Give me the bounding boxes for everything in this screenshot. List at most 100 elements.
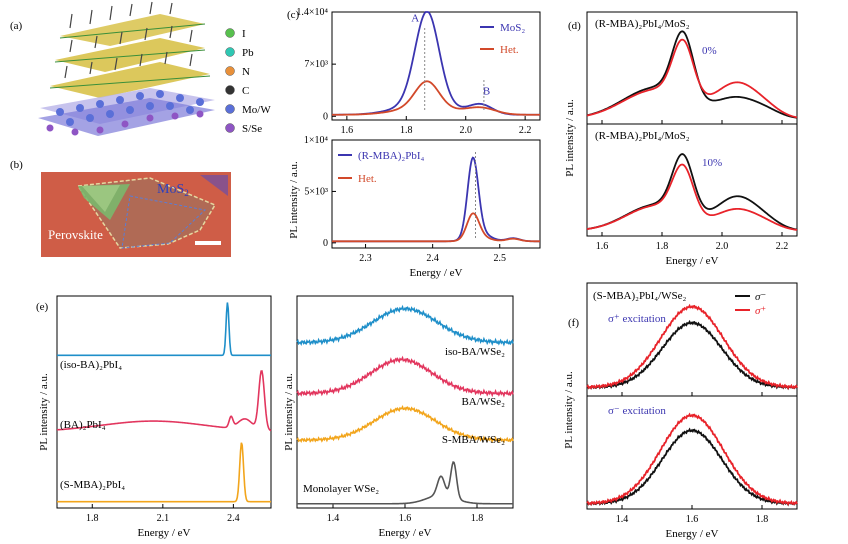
optical-micrograph	[41, 172, 231, 257]
panel-d-label: (d)	[568, 20, 581, 32]
y-tick-label: 1.4×10⁴	[296, 7, 328, 18]
atom-legend-label: Pb	[242, 47, 254, 59]
chart-d-top: (R-MBA)₂PbI₄/MoS₂ 0%	[586, 11, 798, 125]
n-sphere-icon	[225, 66, 235, 76]
chart-title: (R-MBA)₂PbI₄/MoS₂	[595, 130, 690, 142]
series-line-1	[56, 370, 272, 432]
series-line-0	[332, 156, 540, 243]
e-right-ylabel: PL intensity / a.u.	[283, 373, 295, 451]
panel-a-label: (a)	[10, 20, 23, 32]
f-ylabel: PL intensity / a.u.	[563, 371, 575, 449]
panel-c-label: (c)	[287, 9, 300, 21]
chart-e-left: 1.8 2.1 2.4 Energy / eV (iso-BA)₂PbI₄ (BA)₂Pb…	[56, 295, 272, 539]
panel-e-label: (e)	[36, 301, 49, 313]
x-tick-label: 1.8	[756, 514, 769, 525]
x-tick-label: 2.1	[157, 513, 170, 524]
x-tick-label: 2.2	[519, 125, 532, 136]
chart-f-bot: 1.4 1.6 1.8 Energy / eV σ⁻ excitation	[586, 395, 798, 540]
perovskite-label: Perovskite	[48, 227, 103, 242]
series-line-1	[331, 80, 540, 116]
chart-f-top: (S-MBA)₂PbI₄/WSe₂ σ⁺ excitation σ⁻ σ⁺	[586, 282, 798, 397]
series-label: (iso-BA)₂PbI₄	[60, 359, 122, 371]
series-line-2	[296, 405, 514, 444]
legend-label: σ⁺	[755, 305, 766, 317]
chart-c-top: 1.6 1.8 2.0 2.2 0 7×10³ 1.4×10⁴ A B MoS₂ Het.	[296, 7, 541, 136]
plot-frame	[56, 295, 272, 509]
series-line-2	[57, 442, 271, 503]
series-line-1	[586, 38, 798, 119]
legend-label: (R-MBA)₂PbI₄	[358, 150, 425, 162]
plot-frame	[331, 11, 541, 121]
series-line-1	[296, 355, 514, 398]
chart-d-bot: 1.6 1.8 2.0 2.2 Energy / eV (R-MBA)₂PbI₄/MoS₂…	[586, 123, 798, 267]
series-line-0	[296, 304, 514, 347]
series-label: S-MBA/WSe₂	[442, 434, 505, 446]
c-ylabel: PL intensity / a.u.	[288, 161, 300, 239]
y-tick-label: 7×10³	[304, 59, 328, 70]
x-tick-label: 2.4	[227, 513, 240, 524]
atom-legend-label: Mo/W	[242, 104, 271, 116]
x-tick-label: 2.4	[426, 253, 439, 264]
chart-note: σ⁺ excitation	[608, 313, 666, 325]
series-label: (S-MBA)₂PbI₄	[60, 479, 125, 491]
legend-label: Het.	[358, 173, 377, 185]
series-line-1	[586, 163, 798, 231]
x-tick-label: 1.6	[341, 125, 354, 136]
y-tick-label: 0	[323, 238, 328, 249]
atom-legend-label: C	[242, 85, 249, 97]
s-se-sphere-icon	[225, 123, 235, 133]
x-tick-label: 2.3	[359, 253, 372, 264]
chart-title: (R-MBA)₂PbI₄/MoS₂	[595, 18, 690, 30]
chart-note: σ⁻ excitation	[608, 405, 666, 417]
y-tick-label: 1×10⁴	[304, 135, 329, 146]
series-label: BA/WSe₂	[461, 396, 505, 408]
x-tick-label: 2.5	[493, 253, 506, 264]
x-tick-label: 2.0	[716, 241, 729, 252]
mos2-label: MoS2	[157, 182, 189, 198]
atom-legend: I Pb NC Mo/W S/Se	[225, 28, 271, 135]
panel-b-label: (b)	[10, 159, 23, 171]
series-label: (BA)₂PbI₄	[60, 419, 106, 431]
chart-note: 10%	[702, 157, 722, 169]
x-axis-label: Energy / eV	[379, 527, 432, 539]
legend-label: σ⁻	[755, 291, 766, 303]
x-tick-label: 1.6	[399, 513, 412, 524]
mo-w-sphere-icon	[225, 104, 235, 114]
x-tick-label: 1.8	[86, 513, 99, 524]
x-axis-label: Energy / eV	[666, 528, 719, 540]
plot-frame	[586, 123, 798, 237]
atom-legend-label: S/Se	[242, 123, 262, 135]
series-line-1	[586, 412, 798, 507]
legend-label: MoS₂	[500, 22, 525, 34]
atom-legend-label: I	[242, 28, 246, 40]
x-tick-label: 1.6	[596, 241, 609, 252]
x-tick-label: 2.2	[776, 241, 789, 252]
series-line-0	[57, 302, 271, 357]
chart-c-bot: 2.3 2.4 2.5 0 5×10³ 1×10⁴ Energy / eV (R-MBA)₂P…	[304, 135, 541, 279]
peak-annotation: A	[411, 13, 419, 25]
x-axis-label: Energy / eV	[410, 267, 463, 279]
c-sphere-icon	[225, 85, 235, 95]
series-line-0	[586, 319, 798, 391]
series-line-3	[297, 461, 513, 505]
x-tick-label: 2.0	[459, 125, 472, 136]
series-line-1	[332, 212, 540, 243]
series-label: Monolayer WSe₂	[303, 483, 379, 495]
series-line-1	[586, 303, 798, 390]
chart-e-right: 1.4 1.6 1.8 Energy / eV iso-BA/WSe₂ BA/WSe₂ S-…	[296, 295, 514, 539]
x-tick-label: 1.4	[327, 513, 340, 524]
d-ylabel: PL intensity / a.u.	[564, 99, 576, 177]
chart-note: 0%	[702, 45, 717, 57]
x-tick-label: 1.8	[400, 125, 413, 136]
x-tick-label: 1.6	[686, 514, 699, 525]
e-left-ylabel: PL intensity / a.u.	[38, 373, 50, 451]
pb-sphere-icon	[225, 47, 235, 57]
x-axis-label: Energy / eV	[666, 255, 719, 267]
panel-f-label: (f)	[568, 317, 579, 329]
x-tick-label: 1.8	[656, 241, 669, 252]
x-tick-label: 1.8	[471, 513, 484, 524]
legend-label: Het.	[500, 44, 519, 56]
x-axis-label: Energy / eV	[138, 527, 191, 539]
chart-title: (S-MBA)₂PbI₄/WSe₂	[593, 290, 687, 302]
